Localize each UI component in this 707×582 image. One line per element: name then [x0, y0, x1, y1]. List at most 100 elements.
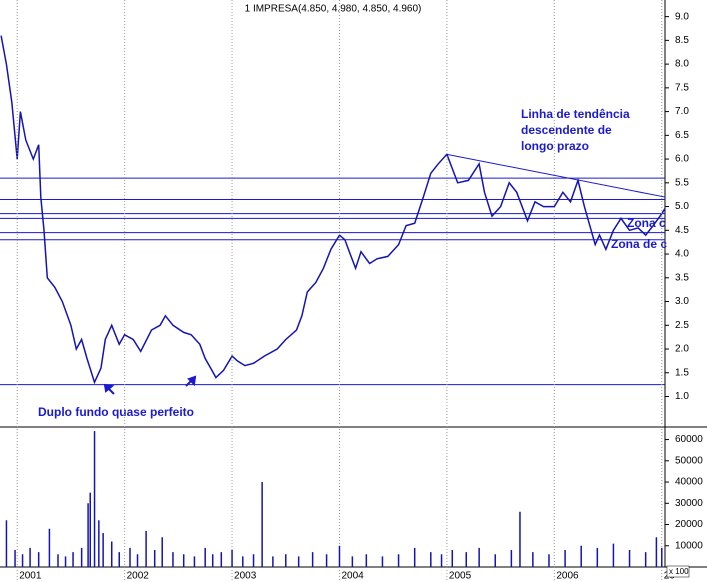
y-tick-label: 2.0	[675, 344, 689, 355]
volume-bar	[182, 554, 185, 567]
volume-bar	[440, 554, 443, 567]
volume-bar	[211, 554, 214, 567]
volume-bar	[80, 547, 83, 567]
y-tick-label: 6.5	[675, 130, 689, 141]
y-tick-label: 7.5	[675, 82, 689, 93]
volume-bar	[430, 552, 432, 567]
volume-bar	[29, 547, 31, 567]
volume-bar	[110, 541, 113, 567]
y-tick-label: 30000	[675, 498, 703, 509]
volume-bar	[5, 520, 8, 567]
volume-bar	[644, 552, 647, 567]
trend-line	[446, 153, 666, 198]
volume-bar	[129, 547, 131, 567]
annotation: descendente de	[521, 123, 612, 137]
volume-bar	[580, 545, 582, 567]
y-tick-label: 1.5	[675, 367, 689, 378]
volume-bar	[220, 552, 223, 567]
volume-bar	[338, 545, 341, 567]
volume-bar	[297, 556, 300, 567]
annotation: longo prazo	[521, 139, 589, 153]
volume-bar	[655, 537, 658, 567]
volume-bar	[21, 554, 24, 567]
y-tick-label: 8.5	[675, 35, 689, 46]
volume-bar	[510, 550, 513, 567]
volume-bar	[89, 492, 91, 567]
volume-bar	[242, 556, 244, 567]
volume-bar	[231, 550, 233, 567]
y-tick-label: 5.5	[675, 177, 689, 188]
y-tick-label: 1.0	[675, 391, 689, 402]
low-arrows	[103, 375, 197, 395]
volume-bar	[381, 556, 384, 567]
volume-bar	[311, 552, 314, 567]
volume-bar	[661, 547, 663, 567]
y-tick-label: 7.0	[675, 106, 689, 117]
chart-title: 1 IMPRESA(4.850, 4.980, 4.850, 4.960)	[245, 4, 422, 15]
volume-bar	[48, 528, 51, 567]
x-tick-label: 2004	[341, 571, 364, 582]
y-tick-label: 3.5	[675, 272, 689, 283]
volume-bar	[64, 556, 67, 567]
x-tick-label: 2005	[449, 571, 472, 582]
volume-bar	[285, 554, 287, 567]
y-tick-label: 6.0	[675, 154, 689, 165]
volume-bar	[193, 556, 196, 567]
volume-bar	[612, 543, 615, 567]
unit-label: x 100	[669, 567, 689, 576]
volume-bar	[365, 554, 368, 567]
volume-bar	[118, 552, 120, 567]
volume-bar	[252, 554, 255, 567]
x-tick-label: 2002	[127, 571, 150, 582]
volume-bar	[532, 552, 534, 567]
volume-bar	[397, 554, 400, 567]
volume-bar	[204, 547, 206, 567]
y-tick-label: 8.0	[675, 59, 689, 70]
volume-bar	[451, 550, 454, 567]
volume-bar	[465, 552, 468, 567]
x-tick-label: 2001	[19, 571, 42, 582]
y-tick-label: 60000	[675, 434, 703, 445]
volume-bar	[478, 547, 480, 567]
annotation: Duplo fundo quase perfeito	[38, 405, 194, 419]
y-tick-label: 4.5	[675, 225, 689, 236]
y-tick-label: 2.5	[675, 320, 689, 331]
volume-bar	[37, 552, 40, 567]
x-tick-label: 2006	[556, 571, 579, 582]
y-tick-label: 4.0	[675, 249, 689, 260]
annotation: Zona c	[627, 216, 666, 230]
y-tick-label: 50000	[675, 455, 703, 466]
volume-bar	[325, 554, 328, 567]
y-tick-label: 10000	[675, 540, 703, 551]
volume-bar	[596, 547, 599, 567]
volume-bar	[98, 520, 100, 567]
y-tick-label: 3.0	[675, 296, 689, 307]
price-line	[0, 35, 666, 385]
volume-bar	[351, 556, 354, 567]
volume-bar	[494, 554, 497, 567]
volume-bar	[261, 482, 263, 567]
volume-bar	[413, 547, 416, 567]
volume-bar	[136, 554, 139, 567]
volume-bar	[14, 550, 16, 567]
volume-bar	[161, 537, 163, 567]
volume-bar	[102, 533, 104, 567]
volume-bar	[93, 431, 96, 567]
volume-bar	[548, 554, 550, 567]
y-tick-label: 20000	[675, 519, 703, 530]
volume-bar	[172, 552, 174, 567]
x-tick-label: 2003	[234, 571, 257, 582]
annotation: Linha de tendência	[521, 107, 630, 121]
volume-bar	[519, 511, 521, 567]
volume-bar	[145, 530, 147, 567]
volume-bar	[272, 556, 274, 567]
volume-bar	[87, 503, 89, 567]
volume-bar	[153, 550, 156, 567]
volume-bar	[628, 550, 631, 567]
y-tick-label: 40000	[675, 477, 703, 488]
volume-bar	[57, 554, 59, 567]
unit-box	[666, 565, 690, 578]
y-tick-label: 9.0	[675, 11, 689, 22]
volume-bar	[72, 552, 74, 567]
